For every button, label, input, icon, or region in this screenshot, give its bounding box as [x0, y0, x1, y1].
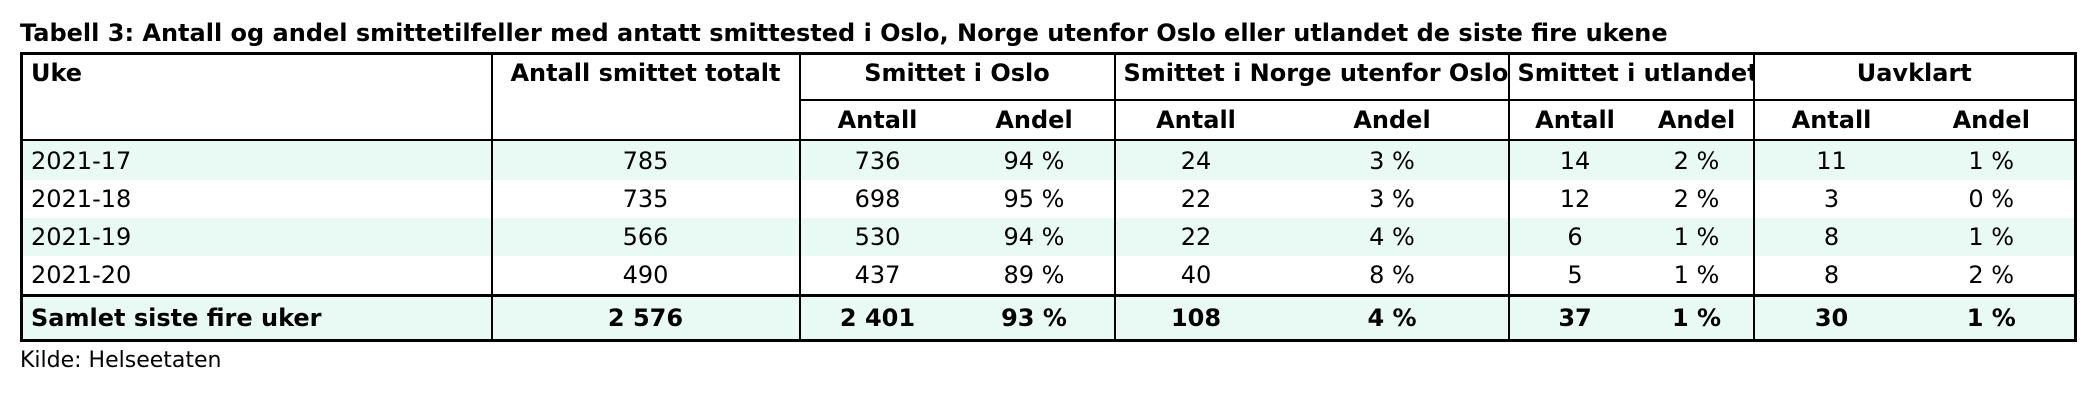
infection-table: Uke Antall smittet totalt Smittet i Oslo…	[20, 52, 2078, 342]
cell-norge-andel-sum: 4 %	[1276, 294, 1509, 341]
cell-total: 566	[490, 218, 800, 256]
cell-total: 490	[490, 256, 800, 296]
table-row: 2021-17 785 736 94 % 24 3 % 14 2 % 11 1 …	[21, 139, 2076, 180]
table-row: 2021-19 566 530 94 % 22 4 % 6 1 % 8 1 %	[21, 218, 2076, 256]
cell-norge-andel: 3 %	[1276, 139, 1509, 180]
cell-uavklart-andel: 2 %	[1968, 261, 2015, 289]
cell-utland-antall: 5	[1507, 256, 1641, 296]
header-uavklart-antall: Antall	[1752, 100, 1909, 140]
cell-utland-andel-sum: 1 %	[1640, 294, 1754, 341]
header-total: Antall smittet totalt	[490, 53, 800, 140]
cell-uavklart-antall: 11	[1752, 139, 1909, 180]
header-uavklart: Uavklart	[1752, 53, 2076, 101]
cell-norge-antall-sum: 108	[1113, 294, 1277, 341]
header-utland-antall: Antall	[1507, 100, 1641, 140]
cell-uavklart-antall: 8	[1752, 218, 1909, 256]
cell-uavklart-andel: 0 %	[1968, 185, 2015, 213]
header-norge-antall: Antall	[1113, 100, 1277, 140]
cell-norge-antall: 22	[1113, 218, 1277, 256]
cell-oslo-antall: 736	[798, 139, 955, 180]
cell-uavklart-antall: 8	[1752, 256, 1909, 296]
cell-norge-andel: 4 %	[1276, 218, 1509, 256]
cell-oslo-andel: 94 %	[954, 139, 1115, 180]
cell-uavklart-andel-sum: 1 %	[1908, 294, 2076, 341]
cell-utland-antall: 6	[1507, 218, 1641, 256]
cell-uavklart-antall: 3	[1752, 180, 1909, 218]
cell-oslo-andel: 94 %	[954, 218, 1115, 256]
cell-norge-andel: 8 %	[1369, 261, 1415, 289]
source-note: Kilde: Helseetaten	[20, 348, 222, 373]
cell-utland-antall: 12	[1507, 180, 1641, 218]
table-row: 2021-18 735 698 95 % 22 3 % 12 2 % 3 0 %	[22, 180, 2076, 218]
cell-oslo-antall: 698	[798, 180, 955, 218]
header-uke: Uke	[31, 59, 83, 87]
cell-oslo-antall: 530	[798, 218, 955, 256]
header-oslo: Smittet i Oslo	[798, 53, 1115, 101]
cell-uke: 2021-18	[31, 185, 132, 213]
cell-oslo-andel: 89 %	[1003, 261, 1065, 289]
cell-oslo-andel: 95 %	[1003, 185, 1065, 213]
header-utland: Smittet i utlandet	[1507, 53, 1754, 101]
header-oslo-antall: Antall	[798, 100, 955, 140]
header-oslo-andel: Andel	[995, 106, 1073, 134]
header-norge: Smittet i Norge utenfor Oslo	[1113, 53, 1509, 101]
cell-total-sum: 2 576	[490, 294, 800, 341]
cell-norge-antall: 24	[1113, 139, 1277, 180]
header-uavklart-andel: Andel	[1952, 106, 2030, 134]
cell-utland-andel: 2 %	[1673, 185, 1720, 213]
cell-utland-antall: 14	[1507, 139, 1641, 180]
header-utland-andel: Andel	[1657, 106, 1736, 134]
cell-uavklart-andel: 1 %	[1908, 218, 2076, 256]
cell-uavklart-andel: 1 %	[1908, 139, 2076, 180]
cell-utland-antall-sum: 37	[1507, 294, 1641, 341]
cell-utland-andel: 2 %	[1640, 139, 1754, 180]
cell-uavklart-antall-sum: 30	[1752, 294, 1909, 341]
cell-norge-antall: 40	[1113, 256, 1277, 296]
cell-total: 735	[490, 180, 800, 218]
cell-uke: 2021-20	[31, 261, 132, 289]
cell-oslo-antall: 437	[798, 256, 955, 296]
cell-uke: 2021-19	[21, 218, 492, 256]
document: Tabell 3: Antall og andel smittetilfelle…	[20, 19, 2078, 373]
total-row: Samlet siste fire uker 2 576 2 401 93 % …	[21, 294, 2076, 341]
cell-oslo-andel-sum: 93 %	[954, 294, 1115, 341]
cell-uke-total: Samlet siste fire uker	[21, 294, 492, 341]
cell-uke: 2021-17	[21, 139, 492, 180]
cell-norge-andel: 3 %	[1369, 185, 1415, 213]
cell-norge-antall: 22	[1113, 180, 1277, 218]
cell-utland-andel: 1 %	[1673, 261, 1720, 289]
cell-oslo-antall-sum: 2 401	[798, 294, 955, 341]
cell-total: 785	[490, 139, 800, 180]
header-norge-andel: Andel	[1353, 106, 1431, 134]
cell-utland-andel: 1 %	[1640, 218, 1754, 256]
table-title: Tabell 3: Antall og andel smittetilfelle…	[20, 19, 1668, 47]
table-row: 2021-20 490 437 89 % 40 8 % 5 1 % 8 2 %	[22, 256, 2076, 296]
